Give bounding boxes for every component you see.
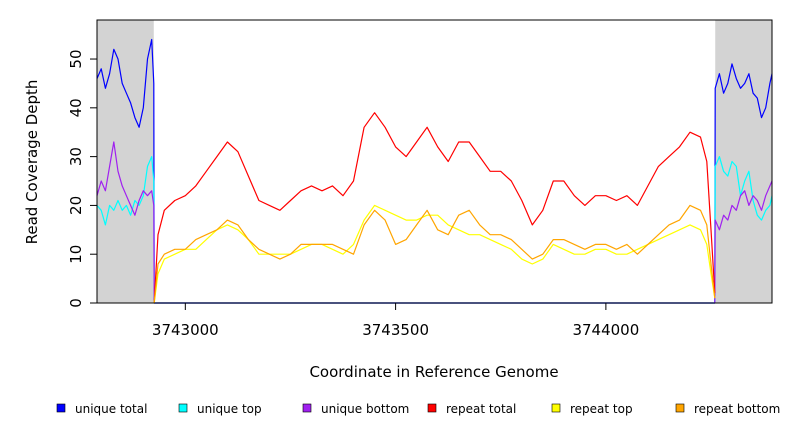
x-tick-label: 3744000	[572, 321, 639, 339]
y-tick-label: 20	[67, 196, 85, 215]
shaded-region-1	[715, 20, 772, 303]
legend-swatch-repeat-top	[551, 403, 561, 413]
legend-swatch-repeat-total	[427, 403, 437, 413]
x-tick-label: 3743500	[362, 321, 429, 339]
series-line-unique-total	[96, 38, 773, 304]
legend-label-repeat-top: repeat top	[570, 402, 633, 416]
shaded-region-0	[97, 20, 154, 303]
legend-swatch-repeat-bottom	[675, 403, 685, 413]
y-tick-label: 40	[67, 98, 85, 117]
x-axis-label: Coordinate in Reference Genome	[309, 363, 558, 381]
series-line-repeat-top	[153, 204, 716, 304]
y-axis-label: Read Coverage Depth	[23, 80, 41, 245]
legend-label-unique-bottom: unique bottom	[321, 402, 409, 416]
legend-label-repeat-total: repeat total	[446, 402, 516, 416]
legend-label-unique-top: unique top	[197, 402, 262, 416]
legend: unique total unique top unique bottom repea…	[56, 402, 780, 416]
y-axis: 0 10 20 30 40 50	[67, 49, 98, 308]
series-line-unique-bottom	[96, 141, 773, 304]
y-tick-label: 30	[67, 147, 85, 166]
y-tick-label: 50	[67, 49, 85, 68]
legend-label-repeat-bottom: repeat bottom	[694, 402, 780, 416]
y-tick-label: 0	[67, 298, 85, 308]
legend-swatch-unique-top	[178, 403, 188, 413]
series-line-repeat-bottom	[153, 204, 716, 304]
series-line-unique-top	[96, 156, 773, 304]
series-line-repeat-total	[153, 112, 716, 304]
y-tick-label: 10	[67, 245, 85, 264]
legend-label-unique-total: unique total	[75, 402, 147, 416]
legend-swatch-unique-total	[56, 403, 66, 413]
x-axis: 3743000 3743500 3744000	[152, 302, 639, 339]
plot-frame	[96, 19, 773, 304]
series-lines	[96, 38, 773, 304]
shaded-regions	[97, 20, 772, 303]
legend-swatch-unique-bottom	[302, 403, 312, 413]
x-tick-label: 3743000	[152, 321, 219, 339]
